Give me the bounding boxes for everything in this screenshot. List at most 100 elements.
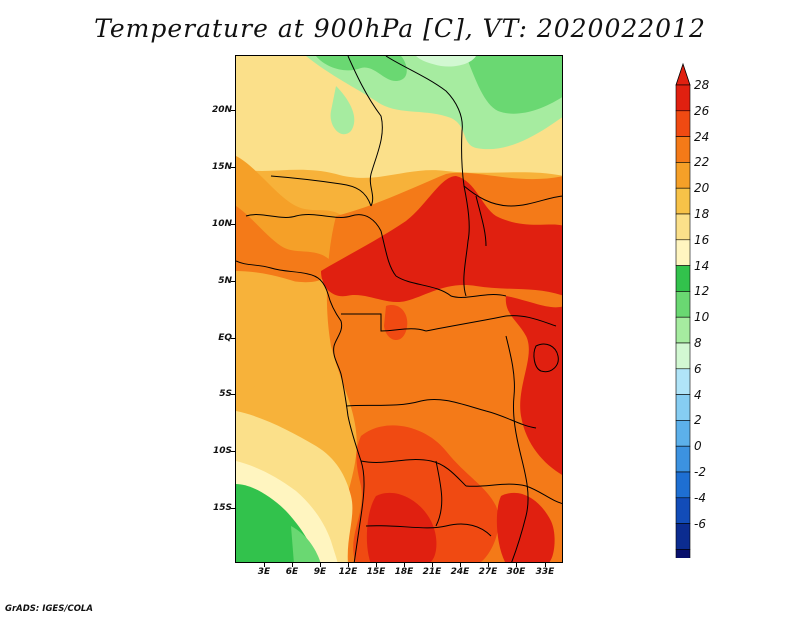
colorbar-segments xyxy=(675,62,691,598)
lon-label: 33E xyxy=(535,567,555,577)
colorbar-label: 14 xyxy=(694,258,710,273)
border-12 xyxy=(465,483,562,504)
border-5 xyxy=(245,214,382,232)
y-tick xyxy=(231,451,235,452)
colorbar-label: -6 xyxy=(694,516,706,531)
colorbar-segment xyxy=(675,445,691,473)
colorbar-segment xyxy=(675,368,691,395)
lon-label: 9E xyxy=(313,567,327,577)
colorbar-segment xyxy=(675,549,691,576)
colorbar-label: 4 xyxy=(694,387,702,402)
y-tick xyxy=(231,508,235,509)
border-2 xyxy=(385,56,465,187)
field-cool-n xyxy=(316,56,407,82)
field-hot-core xyxy=(321,176,562,302)
x-tick xyxy=(348,563,349,567)
x-tick xyxy=(292,563,293,567)
border-6 xyxy=(380,230,507,298)
lat-label: 15S xyxy=(212,503,232,513)
lat-label: 5N xyxy=(218,276,232,286)
colorbar-segment xyxy=(675,523,691,550)
lon-label: 12E xyxy=(338,567,358,577)
lon-label: 18E xyxy=(394,567,414,577)
field-cool-ne-2 xyxy=(466,56,562,114)
x-tick xyxy=(460,563,461,567)
colorbar-label: 20 xyxy=(694,181,710,196)
lon-label: 24E xyxy=(450,567,470,577)
field-south-hot xyxy=(366,492,437,562)
colorbar xyxy=(675,62,691,598)
border-7 xyxy=(463,185,470,297)
field-cool-peak xyxy=(416,56,476,67)
colorbar-label: 2 xyxy=(694,413,702,428)
colorbar-label: 10 xyxy=(694,310,710,325)
field-gulf xyxy=(236,271,326,396)
field-sw-green-2 xyxy=(291,526,321,562)
colorbar-segment xyxy=(675,497,691,524)
colorbar-label: 18 xyxy=(694,207,710,221)
colorbar-label: 0 xyxy=(694,439,702,454)
lat-label: 15N xyxy=(211,162,232,172)
colorbar-segment xyxy=(675,394,691,421)
x-tick xyxy=(545,563,546,567)
map-canvas xyxy=(236,56,562,562)
lon-label: 30E xyxy=(506,567,526,577)
colorbar-label: 26 xyxy=(694,103,710,118)
colorbar-segment xyxy=(675,84,691,112)
field-w-warm xyxy=(236,206,333,283)
field-se-hot xyxy=(496,492,555,562)
border-11 xyxy=(360,459,467,487)
lake-victoria xyxy=(533,343,559,373)
y-tick xyxy=(231,281,235,282)
lon-label: 27E xyxy=(478,567,498,577)
colorbar-segment xyxy=(675,471,691,499)
colorbar-over-triangle xyxy=(675,62,691,86)
colorbar-segment xyxy=(675,239,691,266)
border-9 xyxy=(425,315,557,332)
colorbar-segment xyxy=(675,136,691,163)
field-hot-east xyxy=(505,296,562,475)
x-tick xyxy=(376,563,377,567)
map-title: Temperature at 900hPa [C], VT: 202002201… xyxy=(94,14,706,43)
temperature-map xyxy=(235,55,563,563)
colorbar-label: -4 xyxy=(694,490,706,505)
border-13 xyxy=(365,523,492,537)
map-boundaries xyxy=(236,56,562,562)
field-cool-n-2 xyxy=(330,86,355,135)
colorbar-segment xyxy=(675,420,691,447)
rift-lakes xyxy=(505,335,529,562)
border-15 xyxy=(475,195,487,247)
colorbar-label: 16 xyxy=(694,232,710,247)
colorbar-label: 28 xyxy=(694,78,710,92)
y-tick xyxy=(231,110,235,111)
colorbar-segment xyxy=(675,187,691,215)
colorbar-label: 12 xyxy=(694,284,710,299)
coastline-west xyxy=(236,260,365,562)
x-tick xyxy=(320,563,321,567)
lon-label: 6E xyxy=(285,567,299,577)
colorbar-label: 24 xyxy=(694,129,710,144)
colorbar-segment xyxy=(675,213,691,241)
x-tick xyxy=(516,563,517,567)
y-tick xyxy=(231,167,235,168)
field-warm-blob xyxy=(384,305,408,341)
x-tick xyxy=(404,563,405,567)
colorbar-svg xyxy=(675,62,691,598)
colorbar-segment xyxy=(675,110,691,137)
border-8 xyxy=(341,313,427,332)
y-tick xyxy=(231,338,235,339)
colorbar-label: -2 xyxy=(694,465,706,479)
lon-label: 21E xyxy=(422,567,442,577)
lat-label: 5S xyxy=(219,389,232,399)
colorbar-segment xyxy=(675,265,691,292)
x-tick xyxy=(488,563,489,567)
border-10 xyxy=(345,398,537,429)
lon-label: 3E xyxy=(257,567,271,577)
y-tick xyxy=(231,224,235,225)
border-3 xyxy=(463,185,562,207)
colorbar-segment xyxy=(675,342,691,370)
lon-label: 15E xyxy=(366,567,386,577)
colorbar-label: 22 xyxy=(694,155,710,170)
y-tick xyxy=(231,394,235,395)
border-1 xyxy=(347,56,383,207)
